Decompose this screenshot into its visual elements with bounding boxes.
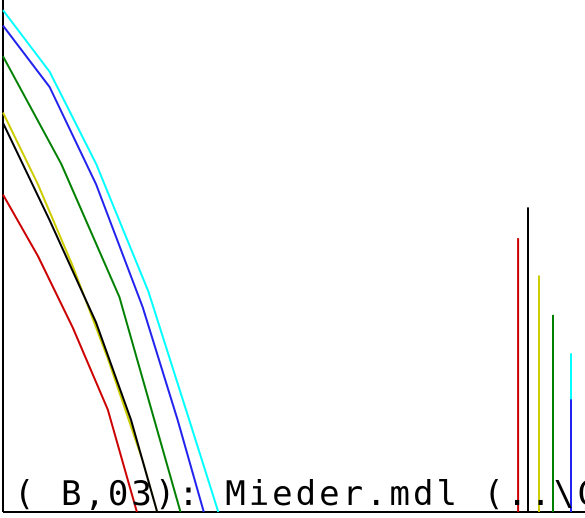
curve-4	[2, 55, 182, 513]
series-group	[2, 9, 572, 513]
curve-6	[2, 9, 220, 513]
curve-3	[2, 122, 159, 513]
curve-5	[2, 24, 205, 513]
chart-caption: ( B,03): Mieder.mdl (..\Co	[14, 474, 585, 514]
curve-1	[2, 194, 138, 513]
